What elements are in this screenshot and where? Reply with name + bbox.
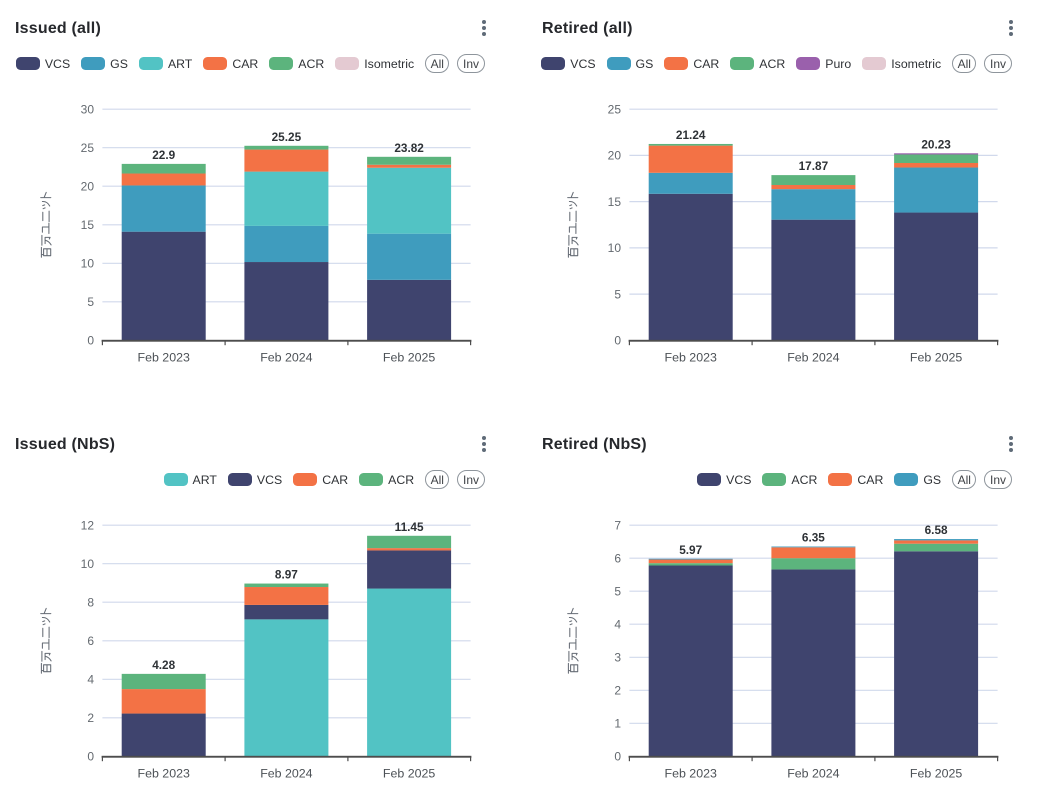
svg-text:11.45: 11.45 xyxy=(395,520,424,534)
svg-text:10: 10 xyxy=(81,557,95,571)
svg-text:Feb 2025: Feb 2025 xyxy=(910,767,962,781)
svg-text:1: 1 xyxy=(614,717,621,731)
svg-text:Feb 2024: Feb 2024 xyxy=(787,351,839,365)
svg-text:12: 12 xyxy=(81,518,95,532)
svg-text:Feb 2023: Feb 2023 xyxy=(665,351,717,365)
svg-text:5.97: 5.97 xyxy=(679,543,702,557)
svg-text:22.9: 22.9 xyxy=(152,148,175,162)
svg-text:6.35: 6.35 xyxy=(802,531,825,545)
svg-text:17.87: 17.87 xyxy=(799,159,829,173)
svg-text:8.97: 8.97 xyxy=(275,568,298,582)
svg-text:30: 30 xyxy=(81,102,95,116)
svg-text:4: 4 xyxy=(614,617,621,631)
svg-text:2: 2 xyxy=(87,711,94,725)
svg-text:10: 10 xyxy=(81,257,95,271)
svg-text:25.25: 25.25 xyxy=(272,130,302,144)
svg-text:20: 20 xyxy=(608,149,622,163)
svg-text:Feb 2024: Feb 2024 xyxy=(260,767,312,781)
svg-text:Feb 2025: Feb 2025 xyxy=(383,351,435,365)
svg-text:0: 0 xyxy=(614,750,621,764)
svg-text:0: 0 xyxy=(87,750,94,764)
svg-text:20: 20 xyxy=(81,179,95,193)
svg-text:10: 10 xyxy=(608,241,622,255)
svg-text:4: 4 xyxy=(87,673,94,687)
svg-text:20.23: 20.23 xyxy=(921,137,951,151)
svg-text:6.58: 6.58 xyxy=(925,523,948,537)
svg-text:Feb 2023: Feb 2023 xyxy=(665,767,717,781)
svg-text:Feb 2025: Feb 2025 xyxy=(910,351,962,365)
svg-text:5: 5 xyxy=(87,295,94,309)
svg-text:3: 3 xyxy=(614,651,621,665)
svg-text:21.24: 21.24 xyxy=(676,128,706,142)
svg-text:Feb 2025: Feb 2025 xyxy=(383,767,435,781)
svg-text:6: 6 xyxy=(87,634,94,648)
svg-text:Feb 2024: Feb 2024 xyxy=(787,767,839,781)
svg-text:8: 8 xyxy=(87,595,94,609)
svg-text:Feb 2023: Feb 2023 xyxy=(138,767,190,781)
svg-text:5: 5 xyxy=(614,584,621,598)
svg-text:7: 7 xyxy=(614,518,621,532)
svg-text:25: 25 xyxy=(81,141,95,155)
svg-text:Feb 2023: Feb 2023 xyxy=(138,351,190,365)
svg-text:23.82: 23.82 xyxy=(394,141,424,155)
svg-text:0: 0 xyxy=(614,334,621,348)
svg-text:2: 2 xyxy=(614,684,621,698)
svg-text:Feb 2024: Feb 2024 xyxy=(260,351,312,365)
svg-text:5: 5 xyxy=(614,287,621,301)
svg-text:15: 15 xyxy=(81,218,95,232)
svg-text:6: 6 xyxy=(614,551,621,565)
svg-text:15: 15 xyxy=(608,195,622,209)
svg-text:0: 0 xyxy=(87,334,94,348)
svg-text:4.28: 4.28 xyxy=(152,658,175,672)
svg-text:25: 25 xyxy=(608,102,622,116)
